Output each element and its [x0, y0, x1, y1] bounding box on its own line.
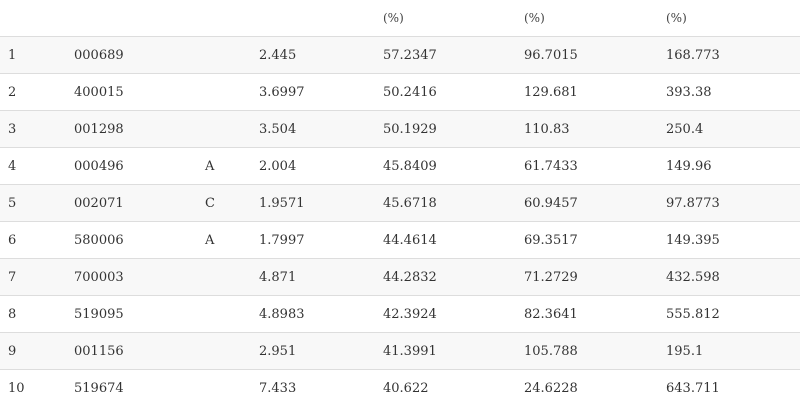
table-cell: 432.598: [658, 258, 800, 296]
table-cell: [197, 36, 251, 74]
table-row: 3 001298 3.504 50.1929 110.83 250.4: [0, 110, 800, 148]
table-cell: 57.2347: [375, 36, 516, 74]
table-cell: 44.4614: [375, 221, 516, 259]
table-cell: 2.445: [251, 36, 375, 74]
table-cell: 519095: [66, 295, 197, 333]
table-cell: 555.812: [658, 295, 800, 333]
table-cell: 110.83: [516, 110, 658, 148]
table-cell: 4.8983: [251, 295, 375, 333]
table-cell: 1.7997: [251, 221, 375, 259]
table-cell: 001298: [66, 110, 197, 148]
table-cell: 519674: [66, 369, 197, 406]
table-cell: 7.433: [251, 369, 375, 406]
table-header: (%) (%) (%): [0, 0, 800, 37]
table-cell: 250.4: [658, 110, 800, 148]
table-cell: 2.004: [251, 147, 375, 185]
table-row: 2 400015 3.6997 50.2416 129.681 393.38: [0, 73, 800, 111]
table-cell: 1.9571: [251, 184, 375, 222]
table-cell: 3: [0, 110, 66, 148]
table-cell: 41.3991: [375, 332, 516, 370]
table-cell: 643.711: [658, 369, 800, 406]
table-cell: 4: [0, 147, 66, 185]
table-cell: 60.9457: [516, 184, 658, 222]
table-cell: 2: [0, 73, 66, 111]
table-body: 1 000689 2.445 57.2347 96.7015 168.773 2 400015…: [0, 36, 800, 406]
table-row: 1 000689 2.445 57.2347 96.7015 168.773: [0, 36, 800, 74]
table-cell: 44.2832: [375, 258, 516, 296]
table-cell: 129.681: [516, 73, 658, 111]
table-cell: 96.7015: [516, 36, 658, 74]
table-cell: 61.7433: [516, 147, 658, 185]
table-cell: 71.2729: [516, 258, 658, 296]
table-cell: 6: [0, 221, 66, 259]
column-header: [66, 0, 197, 37]
column-header: (%): [658, 0, 800, 37]
table-cell: [197, 332, 251, 370]
table-cell: 002071: [66, 184, 197, 222]
table-cell: A: [197, 221, 251, 259]
table-cell: 3.504: [251, 110, 375, 148]
table-cell: 000689: [66, 36, 197, 74]
table-cell: C: [197, 184, 251, 222]
table-cell: [197, 258, 251, 296]
table-cell: 3.6997: [251, 73, 375, 111]
table-cell: 45.6718: [375, 184, 516, 222]
table-cell: 8: [0, 295, 66, 333]
table-cell: 2.951: [251, 332, 375, 370]
table-cell: 400015: [66, 73, 197, 111]
column-header: [197, 0, 251, 37]
table-cell: 168.773: [658, 36, 800, 74]
table-cell: 580006: [66, 221, 197, 259]
table-cell: 50.2416: [375, 73, 516, 111]
table-cell: 000496: [66, 147, 197, 185]
table-cell: 5: [0, 184, 66, 222]
table-row: 4 000496 A 2.004 45.8409 61.7433 149.96: [0, 147, 800, 185]
table-cell: 45.8409: [375, 147, 516, 185]
column-header: (%): [375, 0, 516, 37]
table-cell: 700003: [66, 258, 197, 296]
table-cell: 001156: [66, 332, 197, 370]
column-header: [0, 0, 66, 37]
table-cell: 195.1: [658, 332, 800, 370]
table-cell: 69.3517: [516, 221, 658, 259]
table-row: 7 700003 4.871 44.2832 71.2729 432.598: [0, 258, 800, 296]
table-cell: [197, 73, 251, 111]
table-cell: 4.871: [251, 258, 375, 296]
table-cell: 1: [0, 36, 66, 74]
column-header: (%): [516, 0, 658, 37]
table-row: 8 519095 4.8983 42.3924 82.3641 555.812: [0, 295, 800, 333]
table-cell: A: [197, 147, 251, 185]
table-cell: 149.395: [658, 221, 800, 259]
table-cell: 393.38: [658, 73, 800, 111]
table-cell: [197, 369, 251, 406]
table-cell: 9: [0, 332, 66, 370]
table-cell: 10: [0, 369, 66, 406]
table-cell: 97.8773: [658, 184, 800, 222]
table-cell: 149.96: [658, 147, 800, 185]
header-row: (%) (%) (%): [0, 0, 800, 37]
table-cell: 105.788: [516, 332, 658, 370]
table-row: 9 001156 2.951 41.3991 105.788 195.1: [0, 332, 800, 370]
table-cell: 24.6228: [516, 369, 658, 406]
table-cell: [197, 295, 251, 333]
table-row: 5 002071 C 1.9571 45.6718 60.9457 97.8773: [0, 184, 800, 222]
column-header: [251, 0, 375, 37]
table-cell: 7: [0, 258, 66, 296]
table-cell: 40.622: [375, 369, 516, 406]
table-cell: [197, 110, 251, 148]
table-cell: 50.1929: [375, 110, 516, 148]
table-row: 10 519674 7.433 40.622 24.6228 643.711: [0, 369, 800, 406]
table-row: 6 580006 A 1.7997 44.4614 69.3517 149.395: [0, 221, 800, 259]
table-cell: 82.3641: [516, 295, 658, 333]
table-cell: 42.3924: [375, 295, 516, 333]
